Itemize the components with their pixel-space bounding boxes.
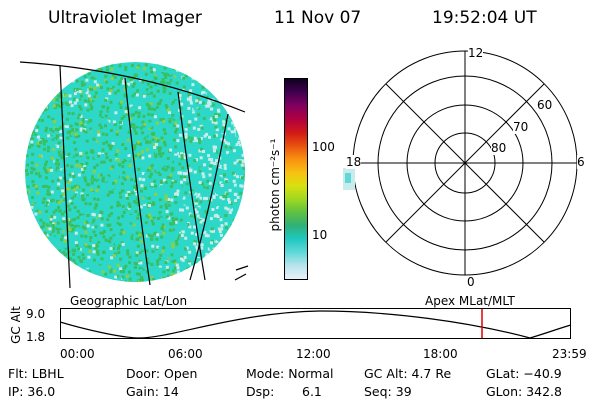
x-tick-1200: 12:00 (296, 347, 331, 361)
lat-label-60: 60 (537, 98, 553, 112)
altitude-axis-label: GC Alt (9, 306, 23, 344)
x-tick-1800: 18:00 (423, 347, 458, 361)
glat-info: GLat: −40.9 (486, 366, 562, 381)
mlt-label-12: 12 (468, 46, 484, 60)
colorbar (284, 78, 308, 280)
gain-info: Gain: 14 (126, 384, 179, 399)
graticule-lines (19, 61, 249, 289)
ip-info: IP: 36.0 (8, 384, 56, 399)
polar-diagonal-2 (385, 83, 545, 243)
gc-alt-info: GC Alt: 4.7 Re (364, 366, 452, 381)
lat-label-70: 70 (513, 120, 529, 134)
altitude-y-top: 9.0 (26, 307, 46, 321)
colorbar-unit-label: photon cm⁻²s⁻¹ (268, 138, 282, 232)
polar-panel-label: Apex MLat/MLT (425, 294, 515, 308)
lat-label-80: 80 (491, 141, 507, 155)
altitude-plot (60, 308, 572, 339)
time-label: 19:52:04 UT (432, 8, 537, 28)
glon-info: GLon: 342.8 (486, 384, 562, 399)
seq-info: Seq: 39 (364, 384, 412, 399)
altitude-curve (60, 310, 572, 339)
dsp-label: Dsp: (246, 384, 275, 399)
x-tick-2359: 23:59 (552, 347, 587, 361)
mlt-label-18: 18 (346, 155, 362, 169)
x-tick-0600: 06:00 (168, 347, 203, 361)
globe-image (19, 61, 249, 289)
mode-info: Mode: Normal (246, 366, 334, 381)
instrument-title: Ultraviolet Imager (48, 8, 202, 28)
auroral-disc (25, 62, 245, 282)
mlt-label-0: 0 (467, 275, 475, 289)
date-label: 11 Nov 07 (274, 8, 362, 28)
door-info: Door: Open (126, 366, 198, 381)
altitude-plot-frame (60, 308, 571, 339)
x-tick-0000: 00:00 (60, 347, 95, 361)
filter-info: Flt: LBHL (8, 366, 64, 381)
colorbar-tick-10: 10 (312, 228, 328, 242)
polar-plot (343, 50, 578, 276)
mlt-label-6: 6 (577, 155, 585, 169)
dsp-value: 6.1 (302, 384, 322, 399)
colorbar-tick-100: 100 (312, 140, 335, 154)
altitude-y-bottom: 1.8 (26, 330, 46, 344)
globe-panel-label: Geographic Lat/Lon (70, 294, 188, 308)
